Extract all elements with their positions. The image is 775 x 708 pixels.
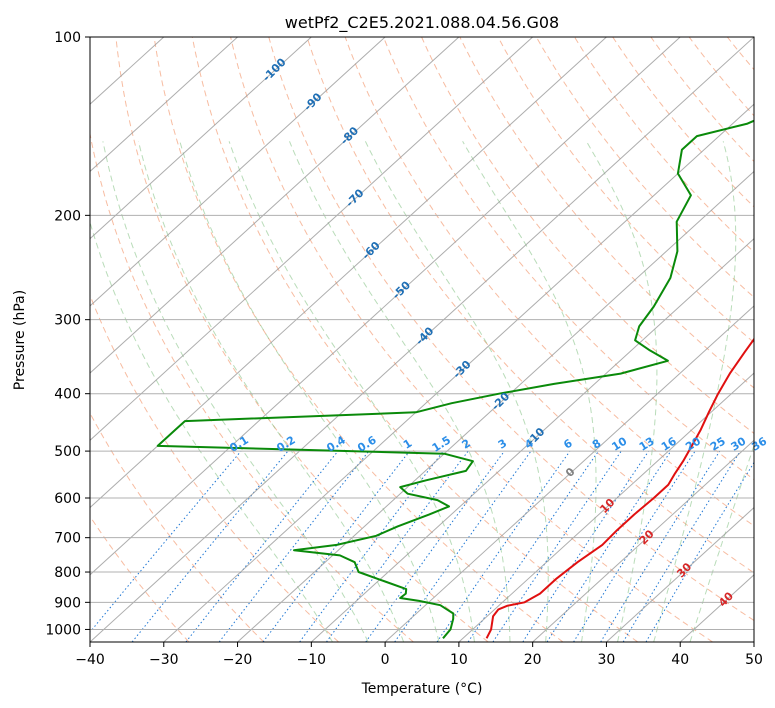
dry-adiabat-line <box>306 37 754 574</box>
y-tick-label: 400 <box>54 387 81 403</box>
dry-adiabat-line <box>574 37 754 253</box>
mixing-ratio-line <box>365 450 505 642</box>
y-tick-label: 1000 <box>45 622 81 638</box>
dry-adiabat-line <box>268 37 754 622</box>
y-tick-label: 800 <box>54 565 81 581</box>
isotherm-line <box>90 37 460 374</box>
grid-lines <box>90 37 754 642</box>
x-tick-label: −10 <box>297 652 327 668</box>
x-tick-label: 0 <box>381 652 390 668</box>
y-tick-label: 500 <box>54 444 81 460</box>
dry-adiabat-line <box>115 37 489 642</box>
dry-adiabat-line <box>382 37 754 481</box>
isotherm-line <box>384 305 754 642</box>
chart-title: wetPf2_C2E5.2021.088.04.56.G08 <box>285 13 559 33</box>
dry-adiabat-line <box>650 37 754 163</box>
mixing-ratio-line <box>218 450 370 642</box>
mixing-ratio-line <box>131 450 289 642</box>
isotherm-line <box>90 37 681 576</box>
moist-adiabat-line <box>138 141 405 642</box>
isotherm-line <box>90 37 386 307</box>
moist-adiabat-line <box>289 141 511 642</box>
mixing-ratio-line <box>326 450 469 642</box>
mixing-ratio-label: 0.2 <box>274 433 297 454</box>
mixing-ratio-line <box>492 450 622 642</box>
moist-adiabat-line <box>585 141 658 642</box>
mixing-ratio-line <box>467 450 599 642</box>
y-axis: 100 200 300 400 500 600 700 800 900 1000 <box>45 30 90 638</box>
mixing-ratio-label: 2 <box>460 437 473 452</box>
y-tick-label: 100 <box>54 30 81 46</box>
dewpoint-profile-line <box>156 119 754 639</box>
dry-adiabat-line <box>535 37 754 298</box>
mixing-ratio-line <box>436 450 571 642</box>
x-tick-label: 30 <box>598 652 616 668</box>
line-labels: 0.1 0.2 0.4 0.6 1 1.5 2 3 4 6 8 10 13 16 20 25 30 36-100-… <box>227 55 769 609</box>
mixing-ratio-label: 6 <box>561 436 575 451</box>
x-tick-label: 20 <box>524 652 542 668</box>
dry-adiabat-line <box>421 37 754 435</box>
x-axis: −40 −30 −20 −10 0 10 20 30 40 50 <box>75 642 763 668</box>
moist-adiabat-line <box>653 141 737 642</box>
dry-adiabat-line <box>90 515 190 642</box>
isotherm-line <box>90 37 238 173</box>
isotherm-line <box>458 372 754 642</box>
mixing-ratio-line <box>622 450 741 642</box>
y-tick-label: 900 <box>54 595 81 611</box>
mixing-ratio-label: 0.1 <box>227 433 250 454</box>
x-tick-label: −40 <box>75 652 105 668</box>
mixing-ratio-label: 1 <box>401 437 414 452</box>
mixing-ratio-line <box>185 450 339 642</box>
moist-adiabat-line <box>689 443 754 642</box>
mixing-ratio-label: 1.5 <box>430 433 453 454</box>
moist-adiabat-line <box>364 141 549 642</box>
isotherm-line <box>90 37 312 240</box>
mixing-ratio-line <box>546 450 672 642</box>
series-lines <box>156 119 754 639</box>
isotherm-line <box>606 506 754 642</box>
isotherm-line <box>90 37 754 642</box>
dry-adiabat-line <box>191 37 639 642</box>
isotherm-line <box>532 439 754 642</box>
y-axis-title: Pressure (hPa) <box>12 290 28 390</box>
dry-adiabat-line <box>90 412 265 642</box>
dry-adiabat-line <box>90 131 414 642</box>
mixing-ratio-line <box>600 450 721 642</box>
x-tick-label: −30 <box>149 652 179 668</box>
dry-adiabat-line <box>497 37 754 344</box>
y-tick-label: 700 <box>54 531 81 547</box>
isotherm-line <box>90 37 534 442</box>
mixing-ratio-label: 8 <box>590 437 603 452</box>
moist-adiabat-line <box>102 141 369 642</box>
dry-adiabat-line <box>766 37 775 642</box>
x-axis-title: Temperature (°C) <box>361 681 483 697</box>
y-tick-label: 600 <box>54 491 81 507</box>
x-tick-label: 50 <box>745 652 763 668</box>
x-tick-label: −20 <box>223 652 253 668</box>
mixing-ratio-line <box>522 450 650 642</box>
moist-adiabat-line <box>90 220 333 642</box>
y-tick-label: 200 <box>54 208 81 224</box>
mixing-ratio-line <box>573 450 696 642</box>
temperature-profile-line <box>485 337 754 639</box>
mixing-ratio-line <box>262 450 410 642</box>
isotherm-line <box>90 37 607 509</box>
isotherm-line <box>753 641 754 642</box>
dry-adiabat-line <box>153 37 564 642</box>
y-tick-label: 300 <box>54 313 81 329</box>
isotherm-line <box>237 170 754 642</box>
x-tick-label: 10 <box>450 652 468 668</box>
mixing-ratio-label: 3 <box>496 437 509 452</box>
moist-adiabat-line <box>179 141 440 642</box>
dry-adiabat-line <box>344 37 754 527</box>
plot-frame <box>89 36 755 643</box>
isotherm-label: -100 <box>260 55 289 84</box>
dry-adiabat-line <box>459 37 754 389</box>
mixing-ratio-line <box>90 450 242 633</box>
x-tick-label: 40 <box>671 652 689 668</box>
isotherm-line <box>310 237 754 642</box>
isotherm-line <box>163 103 754 642</box>
